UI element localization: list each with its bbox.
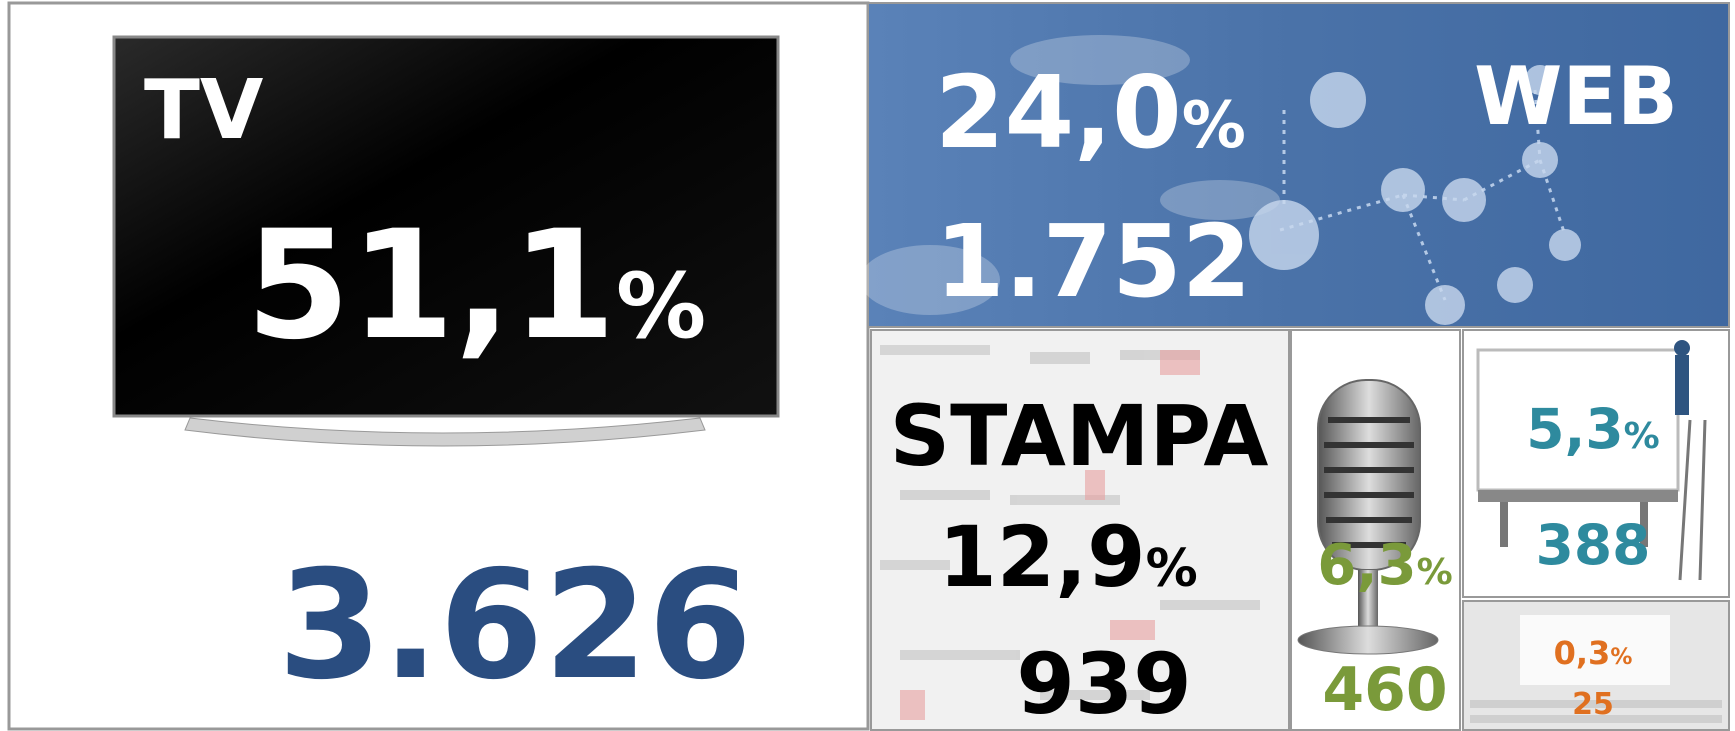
share-unit: % [1146, 539, 1198, 599]
share-value: 0,3 [1554, 634, 1611, 672]
web-panel [867, 2, 1730, 328]
billboard [1476, 340, 1707, 581]
cinema-seats [1470, 700, 1722, 723]
share-value: 6,3 [1317, 533, 1416, 598]
clouds [860, 35, 1280, 315]
share-unit: % [1610, 645, 1632, 670]
share-value: 5,3 [1526, 397, 1623, 461]
share-unit: % [1417, 552, 1453, 593]
tile-share: 24,0% [935, 54, 1246, 171]
tile-count: 25 [1572, 687, 1614, 722]
tv-screen [112, 35, 780, 418]
stampa-panel [870, 329, 1290, 731]
tile-share: 5,3% [1526, 397, 1660, 461]
tile-count: 939 [1016, 635, 1191, 731]
share-value: 12,9 [938, 508, 1145, 606]
tile-share: 6,3% [1317, 533, 1452, 598]
share-unit: % [1182, 89, 1246, 163]
tile-share: 0,3% [1554, 634, 1633, 672]
share-unit: % [616, 254, 706, 359]
share-value: 24,0 [935, 54, 1182, 171]
cinema-screen [1520, 615, 1670, 685]
tile-label: WEB [1474, 50, 1678, 143]
tile-share: 51,1% [246, 199, 706, 373]
network-lines [1279, 89, 1567, 301]
network-nodes [1249, 65, 1581, 325]
microphone [1297, 379, 1439, 655]
tile-count: 460 [1322, 655, 1447, 725]
tile-label: STAMPA [890, 387, 1269, 485]
tile-label: TV [144, 63, 264, 158]
tile-count: 1.752 [935, 203, 1251, 320]
tile-count: 3.626 [278, 539, 752, 713]
newspaper-texture [880, 345, 1260, 700]
tile-count: 388 [1536, 513, 1651, 577]
newspaper-accents [900, 350, 1200, 720]
tile-share: 12,9% [938, 508, 1197, 606]
tv-stand [184, 417, 706, 447]
share-unit: % [1624, 416, 1660, 457]
share-value: 51,1 [246, 199, 616, 373]
